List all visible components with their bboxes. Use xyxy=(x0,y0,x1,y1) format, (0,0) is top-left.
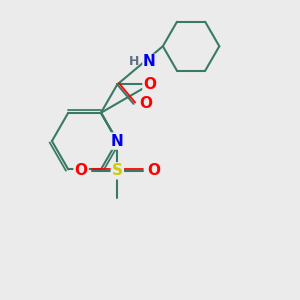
Text: O: O xyxy=(147,163,160,178)
Text: O: O xyxy=(75,163,88,178)
Text: N: N xyxy=(111,134,124,148)
Text: S: S xyxy=(112,163,123,178)
Text: O: O xyxy=(143,77,157,92)
Text: N: N xyxy=(143,55,156,70)
Text: O: O xyxy=(140,96,152,111)
Text: H: H xyxy=(128,56,139,68)
